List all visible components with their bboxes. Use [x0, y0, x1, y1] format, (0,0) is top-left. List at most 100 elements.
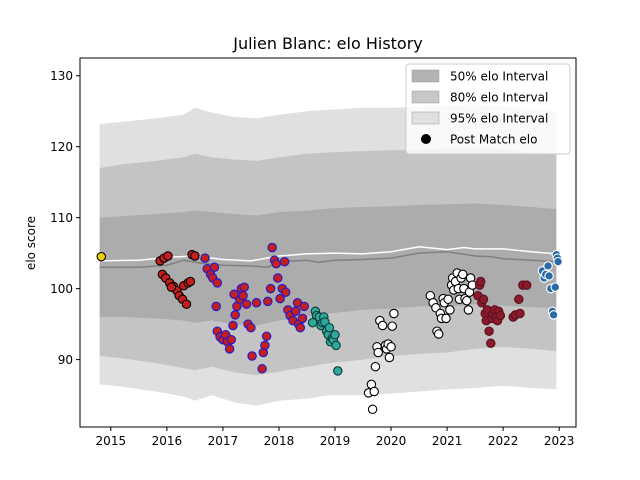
data-point [475, 276, 486, 287]
x-tick-label: 2019 [320, 434, 351, 448]
data-point [478, 294, 489, 305]
y-tick-label: 110 [50, 211, 73, 225]
series-5 [473, 276, 532, 349]
data-point [246, 322, 256, 333]
data-point [265, 283, 276, 294]
x-tick-label: 2023 [544, 434, 575, 448]
median-line [99, 250, 557, 269]
data-point [190, 251, 200, 261]
data-point [443, 294, 453, 305]
y-tick-label: 90 [58, 353, 73, 367]
data-point [486, 338, 496, 349]
data-point [377, 320, 388, 331]
chart-title: Julien Blanc: elo History [232, 34, 423, 53]
legend-swatch [411, 90, 440, 104]
data-point [461, 295, 472, 306]
series-4 [363, 268, 478, 415]
x-tick-label: 2016 [152, 434, 183, 448]
data-point [324, 322, 335, 333]
data-point [267, 242, 277, 253]
legend: 50% elo Interval 80% elo Interval 95% elo … [405, 63, 571, 155]
data-point [373, 347, 383, 358]
data-point [484, 326, 494, 336]
data-point [553, 256, 563, 267]
data-point [212, 278, 223, 288]
data-point [239, 282, 249, 292]
data-point [333, 366, 343, 376]
data-point [495, 310, 506, 321]
data-point [389, 308, 399, 319]
legend-label: Post Match elo [450, 133, 537, 147]
data-point [370, 361, 381, 372]
series-6 [537, 249, 563, 320]
data-point [273, 273, 283, 283]
series-0 [96, 251, 107, 262]
series-2 [200, 242, 309, 374]
y-tick-label: 130 [50, 69, 73, 83]
y-axis-label: elo score [24, 216, 38, 270]
axes: 2015 2016 2017 2018 2019 2020 2021 2022 2023 90 10… [50, 57, 577, 448]
x-tick-label: 2022 [488, 434, 519, 448]
data-point [369, 386, 379, 397]
x-tick-label: 2018 [264, 434, 295, 448]
series-3 [307, 306, 343, 376]
x-tick-label: 2021 [432, 434, 463, 448]
data-point [295, 322, 306, 333]
data-point [521, 280, 532, 290]
data-point [238, 290, 248, 301]
plot-area [96, 104, 563, 415]
x-tick-label: 2017 [208, 434, 239, 448]
data-point [251, 298, 262, 308]
data-point [209, 262, 220, 273]
data-point [241, 299, 252, 309]
data-point [367, 404, 378, 415]
data-point [384, 352, 395, 363]
data-point [387, 321, 397, 331]
data-point [279, 256, 290, 267]
data-point [228, 320, 238, 331]
data-point [433, 329, 444, 339]
data-point [299, 301, 309, 312]
data-point [441, 313, 451, 324]
data-point [458, 269, 468, 280]
x-tick-label: 2020 [376, 434, 407, 448]
legend-label: 80% elo Interval [450, 91, 548, 105]
data-point [515, 308, 525, 319]
data-point [463, 305, 474, 315]
y-tick-label: 120 [50, 140, 73, 154]
data-point [307, 317, 318, 328]
data-point [260, 340, 270, 351]
data-point [200, 253, 210, 263]
data-point [548, 310, 559, 320]
data-point [185, 276, 196, 287]
data-point [280, 287, 291, 297]
data-point [297, 313, 308, 324]
data-point [386, 342, 396, 352]
data-point [331, 340, 341, 351]
legend-box [405, 63, 571, 155]
data-point [166, 282, 177, 292]
plot-content [96, 104, 563, 415]
data-point [226, 334, 237, 345]
data-point [257, 364, 267, 374]
data-point [181, 299, 192, 309]
data-point [544, 271, 554, 281]
legend-label: 50% elo Interval [450, 70, 548, 84]
data-point [230, 310, 240, 320]
data-point [247, 351, 257, 361]
data-point [263, 296, 273, 307]
data-point [330, 330, 340, 340]
data-point [550, 282, 561, 292]
x-tick-label: 2015 [96, 434, 127, 448]
data-point [275, 293, 285, 304]
data-point [271, 259, 281, 269]
legend-marker [421, 134, 431, 144]
data-point [291, 306, 301, 317]
plot-frame [79, 57, 577, 428]
y-tick-label: 100 [50, 282, 73, 296]
data-point [163, 251, 173, 261]
data-point [211, 301, 221, 312]
series-1 [155, 249, 200, 309]
data-point [261, 331, 272, 341]
